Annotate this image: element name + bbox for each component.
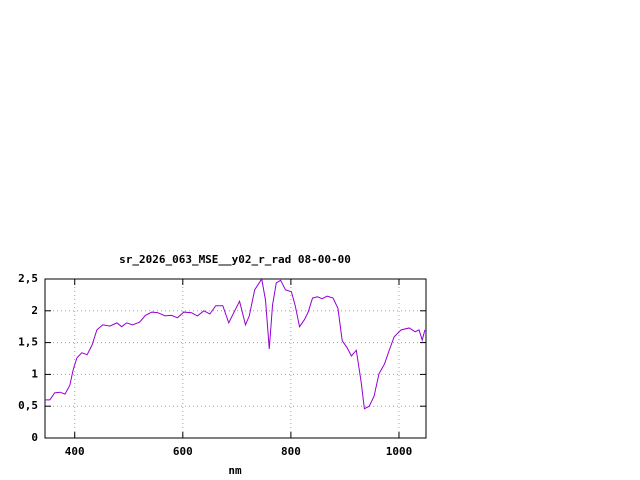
x-tick-label: 1000	[386, 445, 413, 458]
y-tick-label: 1,5	[18, 336, 38, 349]
x-tick-label: 600	[173, 445, 193, 458]
y-tick-label: 0,5	[18, 399, 38, 412]
x-tick-label: 800	[281, 445, 301, 458]
y-tick-label: 2	[31, 304, 38, 317]
x-tick-label: 400	[65, 445, 85, 458]
y-tick-label: 0	[31, 431, 38, 444]
chart-title: sr_2026_063_MSE__y02_r_rad 08-00-00	[119, 253, 351, 266]
data-line	[45, 277, 426, 410]
y-tick-label: 1	[31, 367, 38, 380]
plot-border	[44, 278, 427, 439]
y-tick-label: 2,5	[18, 272, 38, 285]
x-axis-label: nm	[228, 464, 242, 477]
